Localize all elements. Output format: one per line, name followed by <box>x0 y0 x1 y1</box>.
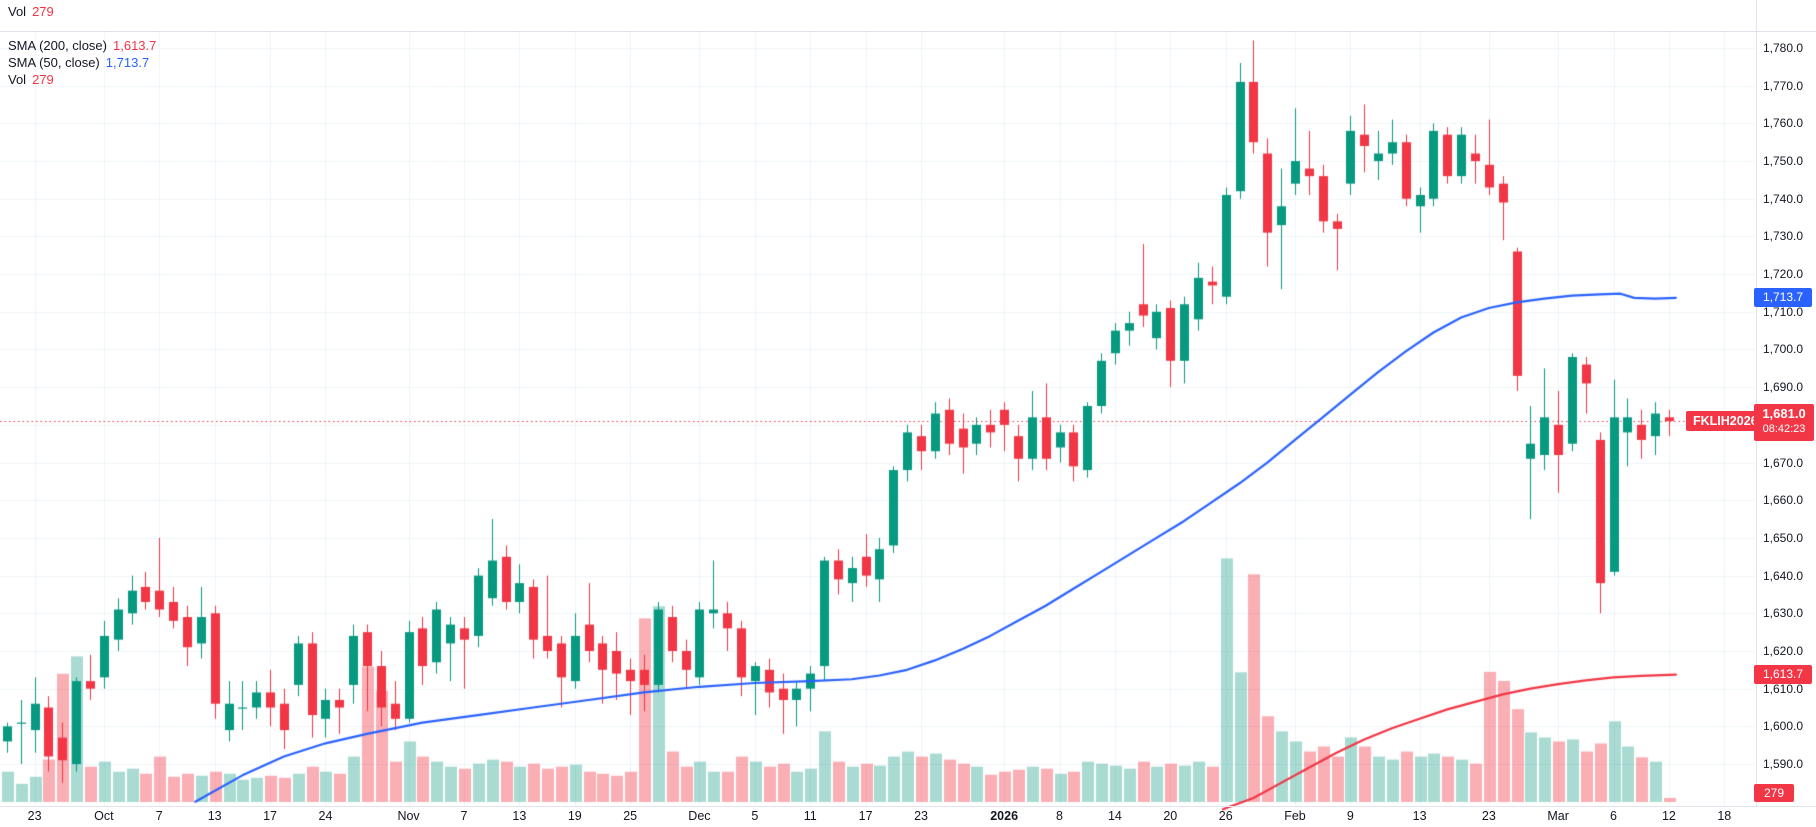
time-tick-label: Nov <box>397 809 420 823</box>
time-tick-label: 12 <box>1661 809 1676 823</box>
legend-label: SMA (200, close) <box>8 38 107 53</box>
sma50-value-badge: 1,713.7 <box>1754 288 1812 308</box>
time-tick-label: 26 <box>1218 809 1233 823</box>
time-tick-label: Oct <box>94 809 114 823</box>
bar-countdown: 08:42:23 <box>1762 422 1806 435</box>
price-tick-label: 1,710.0 <box>1763 304 1804 319</box>
price-tick-label: 1,740.0 <box>1763 191 1804 206</box>
time-tick-label: 5 <box>751 809 759 823</box>
time-tick-label: Feb <box>1284 809 1306 823</box>
time-tick-label: 13 <box>207 809 222 823</box>
price-tick-label: 1,720.0 <box>1763 267 1804 282</box>
time-tick-label: 20 <box>1163 809 1178 823</box>
time-tick-label: Mar <box>1547 809 1569 823</box>
price-tick-label: 1,760.0 <box>1763 116 1804 131</box>
time-tick-label: 17 <box>263 809 278 823</box>
volume-pane-legend: Vol 279 <box>8 3 54 20</box>
legend-row-vol[interactable]: Vol 279 <box>8 71 156 88</box>
price-tick-label: 1,640.0 <box>1763 568 1804 583</box>
sma200-value-badge: 1,613.7 <box>1754 665 1812 685</box>
legend-label: Vol <box>8 72 27 87</box>
time-tick-label: 23 <box>1481 809 1496 823</box>
price-tick-label: 1,780.0 <box>1763 41 1804 55</box>
pane-divider[interactable] <box>0 31 1816 32</box>
time-tick-label: 19 <box>567 809 582 823</box>
price-tick-label: 1,770.0 <box>1763 78 1804 93</box>
price-tick-label: 1,670.0 <box>1763 455 1804 470</box>
volume-value-badge: 279 <box>1754 784 1794 802</box>
time-tick-label: 13 <box>512 809 527 823</box>
time-tick-label: 25 <box>623 809 638 823</box>
price-axis-border <box>1756 0 1757 806</box>
time-tick-label: 18 <box>1717 809 1732 823</box>
legend-value: 1,613.7 <box>113 38 157 53</box>
legend-label: SMA (50, close) <box>8 55 100 70</box>
time-tick-label: 17 <box>858 809 873 823</box>
time-tick-label: 23 <box>914 809 928 823</box>
time-tick-label: 9 <box>1346 809 1354 823</box>
time-tick-label: 7 <box>460 809 468 823</box>
time-tick-label: 2026 <box>990 809 1019 823</box>
time-axis[interactable]: 23 Oct 7 13 17 24 Nov 7 13 19 25 Dec 5 11 17 23 2026 8 14 2… <box>0 806 1816 827</box>
time-tick-label: 14 <box>1107 809 1122 823</box>
time-tick-label: 6 <box>1610 809 1617 823</box>
time-tick-label: 11 <box>803 809 817 823</box>
legend-value: 279 <box>32 72 54 87</box>
time-tick-label: 8 <box>1056 809 1063 823</box>
time-axis-border <box>0 806 1816 807</box>
legend-row-sma200[interactable]: SMA (200, close) 1,613.7 <box>8 37 156 54</box>
time-tick-label: Dec <box>688 809 711 823</box>
price-tick-label: 1,660.0 <box>1763 493 1804 508</box>
price-tick-label: 1,650.0 <box>1763 530 1804 545</box>
legend-label: Vol <box>8 4 27 19</box>
price-tick-label: 1,590.0 <box>1763 757 1804 772</box>
last-price-value: 1,681.0 <box>1762 405 1806 421</box>
legend-row-sma50[interactable]: SMA (50, close) 1,713.7 <box>8 54 156 71</box>
time-tick-label: 24 <box>318 809 333 823</box>
symbol-price-line-label: FKLIH2026 <box>1686 411 1765 432</box>
last-price-badge: 1,681.0 08:42:23 <box>1754 403 1814 441</box>
time-tick-label: 23 <box>27 809 42 823</box>
time-tick-label: 13 <box>1412 809 1427 823</box>
price-tick-label: 1,600.0 <box>1763 719 1804 734</box>
price-tick-label: 1,750.0 <box>1763 154 1804 169</box>
price-tick-label: 1,610.0 <box>1763 681 1804 696</box>
price-tick-label: 1,690.0 <box>1763 380 1804 395</box>
price-tick-label: 1,700.0 <box>1763 342 1804 357</box>
legend-value: 279 <box>32 4 54 19</box>
legend-value: 1,713.7 <box>105 55 150 70</box>
time-tick-label: 7 <box>155 809 163 823</box>
price-tick-label: 1,620.0 <box>1763 643 1804 658</box>
price-tick-label: 1,630.0 <box>1763 606 1804 621</box>
price-tick-label: 1,730.0 <box>1763 229 1804 244</box>
legend-row-vol-top[interactable]: Vol 279 <box>8 3 54 20</box>
indicator-legend: SMA (200, close) 1,613.7 SMA (50, close) 1… <box>8 37 156 88</box>
